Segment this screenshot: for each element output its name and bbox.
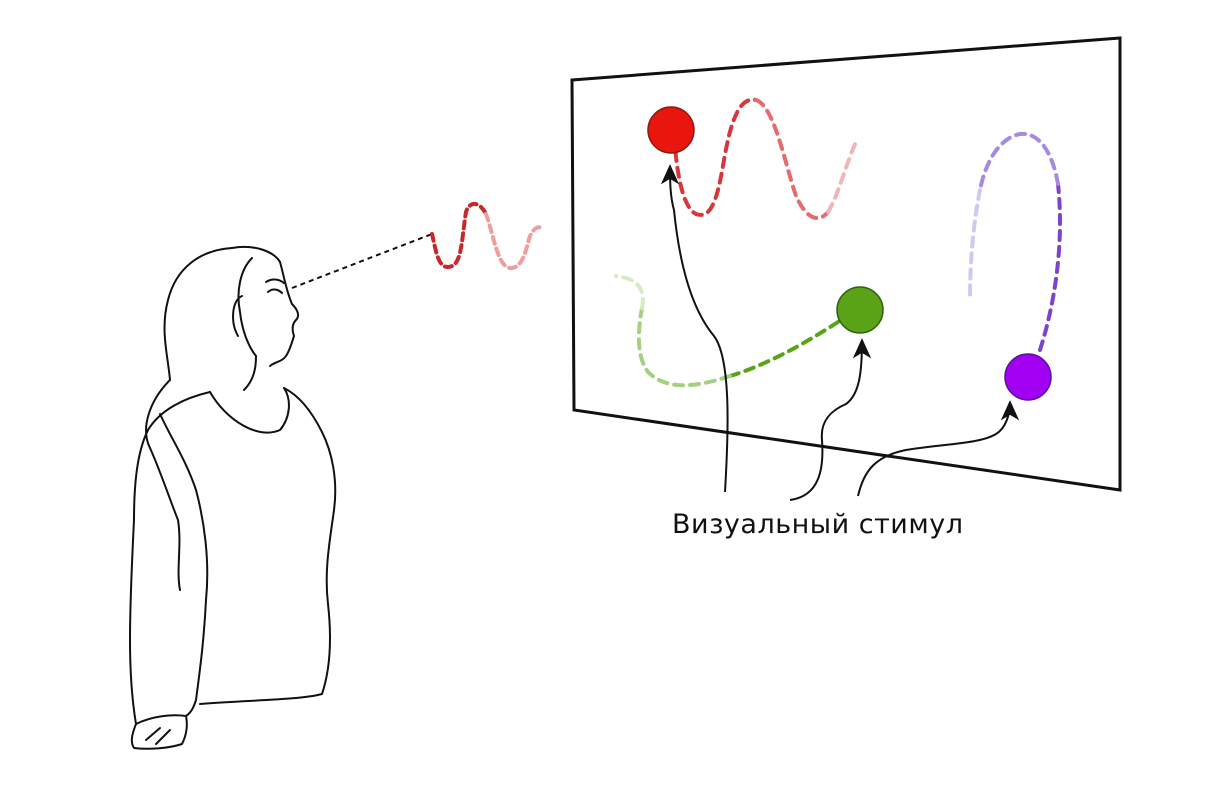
display-screen <box>570 36 1122 492</box>
person-arm <box>159 413 209 717</box>
green-stimulus <box>836 286 884 334</box>
person-face <box>269 261 300 367</box>
red-stimulus <box>647 106 695 154</box>
person-torso <box>199 387 337 705</box>
person-eye <box>267 288 283 294</box>
gaze-wave-dark <box>430 202 488 269</box>
person-figure <box>129 246 337 750</box>
gaze-path <box>291 202 544 289</box>
person-neckline <box>209 387 290 434</box>
purple-stimulus <box>1004 353 1052 401</box>
caption-visual-stimulus: Визуальный стимул <box>672 509 963 540</box>
pointer-arrows <box>660 164 1020 501</box>
green-trajectory <box>614 274 840 388</box>
purple-trajectory <box>968 131 1062 352</box>
arrow-to-green <box>789 338 872 501</box>
gaze-line <box>291 233 433 289</box>
red-trajectory <box>672 97 858 221</box>
arrow-to-purple <box>857 400 1020 497</box>
arrow-to-red <box>660 164 729 493</box>
person-hand <box>130 714 188 750</box>
person-hair <box>145 247 233 591</box>
gaze-wave-light <box>484 212 544 270</box>
